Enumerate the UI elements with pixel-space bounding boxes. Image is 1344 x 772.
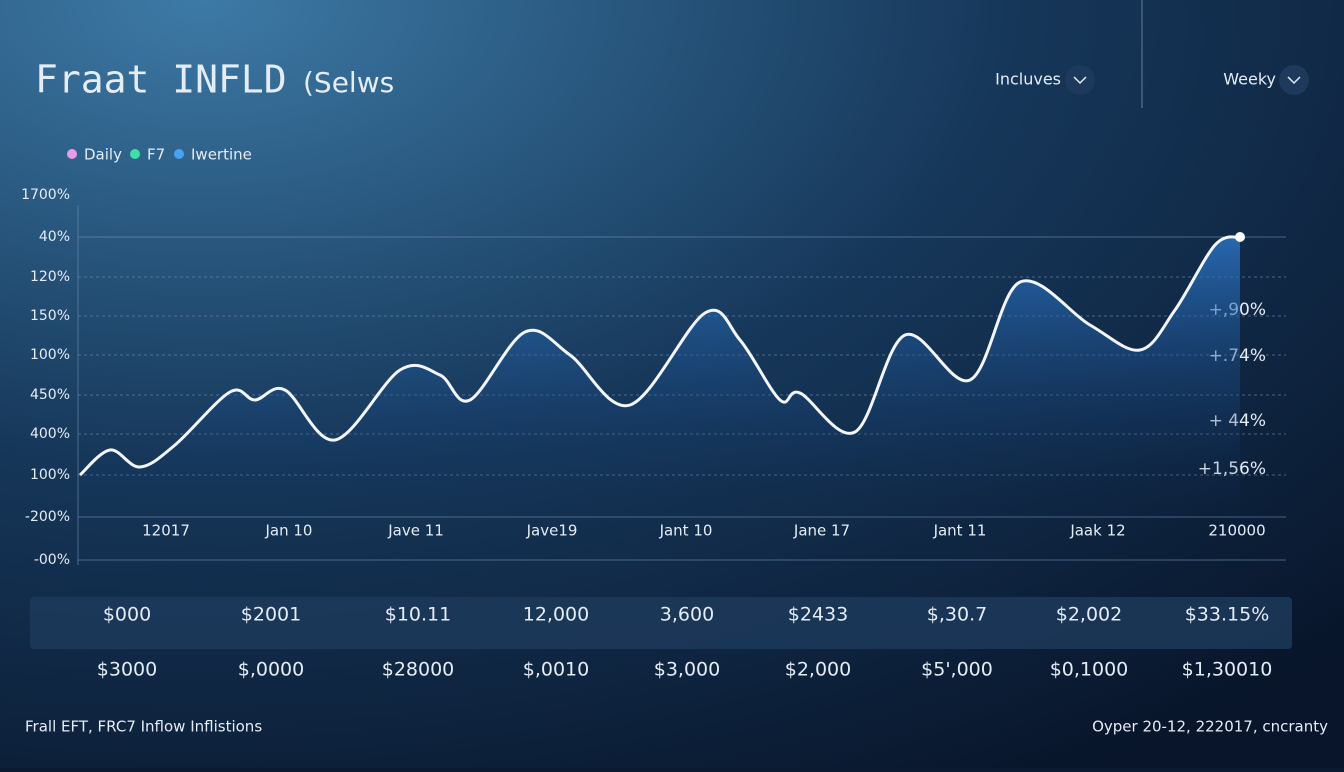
- table-cell: $2,000: [785, 659, 851, 681]
- y-label: -200%: [25, 509, 70, 525]
- x-label: Jave19: [526, 522, 578, 540]
- y-label: 120%: [30, 269, 70, 285]
- table-cell: $1,30010: [1182, 659, 1273, 681]
- line-glow: [80, 236, 1240, 520]
- y-label: 100%: [30, 467, 70, 483]
- table-band: [30, 597, 1292, 649]
- table-cell: $33.15%: [1185, 604, 1270, 626]
- table-cell: $,30.7: [927, 604, 987, 626]
- y-label: 100%: [30, 347, 70, 363]
- legend-dot: [174, 149, 184, 159]
- table-cell: $,0010: [523, 659, 589, 681]
- chevron-button[interactable]: [1065, 65, 1095, 95]
- legend-dot: [130, 149, 140, 159]
- table-cell: $10.11: [385, 604, 451, 626]
- legend-label: Daily: [84, 146, 122, 164]
- table-cell: $2433: [788, 604, 848, 626]
- control-label[interactable]: Weeky: [1223, 70, 1276, 89]
- table-cell: $3000: [97, 659, 157, 681]
- x-label: Jan 10: [265, 522, 313, 540]
- table-cell: $28000: [382, 659, 455, 681]
- y-label: 150%: [30, 308, 70, 324]
- legend-dot: [67, 149, 77, 159]
- table-cell: 12,000: [523, 604, 589, 626]
- x-label: Jant 10: [659, 522, 713, 540]
- x-label: Jant 11: [933, 522, 987, 540]
- table-cell: 3,600: [660, 604, 714, 626]
- y-label: 40%: [39, 229, 70, 245]
- y-label: -00%: [34, 552, 70, 568]
- x-label: 12017: [142, 522, 190, 540]
- x-label: Jane 17: [793, 522, 850, 540]
- table-cell: $2001: [241, 604, 301, 626]
- y-label: 1700%: [21, 187, 70, 203]
- x-label: 210000: [1208, 522, 1265, 540]
- subtitle: (Selws: [303, 66, 394, 99]
- x-label: Jave 11: [387, 522, 444, 540]
- table-cell: $3,000: [654, 659, 720, 681]
- table-cell: $5',000: [921, 659, 993, 681]
- footer-right: Oyper 20-12, 222017, cncranty: [1092, 718, 1328, 736]
- chevron: [1073, 76, 1087, 85]
- y-label: 400%: [30, 426, 70, 442]
- table-cell: $,0000: [238, 659, 304, 681]
- x-label: Jaak 12: [1069, 522, 1125, 540]
- legend-label: F7: [147, 146, 165, 164]
- legend-label: Iwertine: [191, 146, 252, 164]
- y-label: 450%: [30, 387, 70, 403]
- chevron: [1287, 76, 1301, 85]
- table-cell: $2,002: [1056, 604, 1122, 626]
- line: [78, 235, 1241, 477]
- chevron-button[interactable]: [1279, 65, 1309, 95]
- end-point: [1235, 232, 1245, 242]
- title: Fraat INFLD: [35, 58, 287, 102]
- table-cell: $000: [103, 604, 151, 626]
- table-cell: $0,1000: [1050, 659, 1129, 681]
- control-label[interactable]: Incluves: [995, 70, 1061, 89]
- footer-left: Frall EFT, FRC7 Inflow Inflistions: [25, 718, 262, 736]
